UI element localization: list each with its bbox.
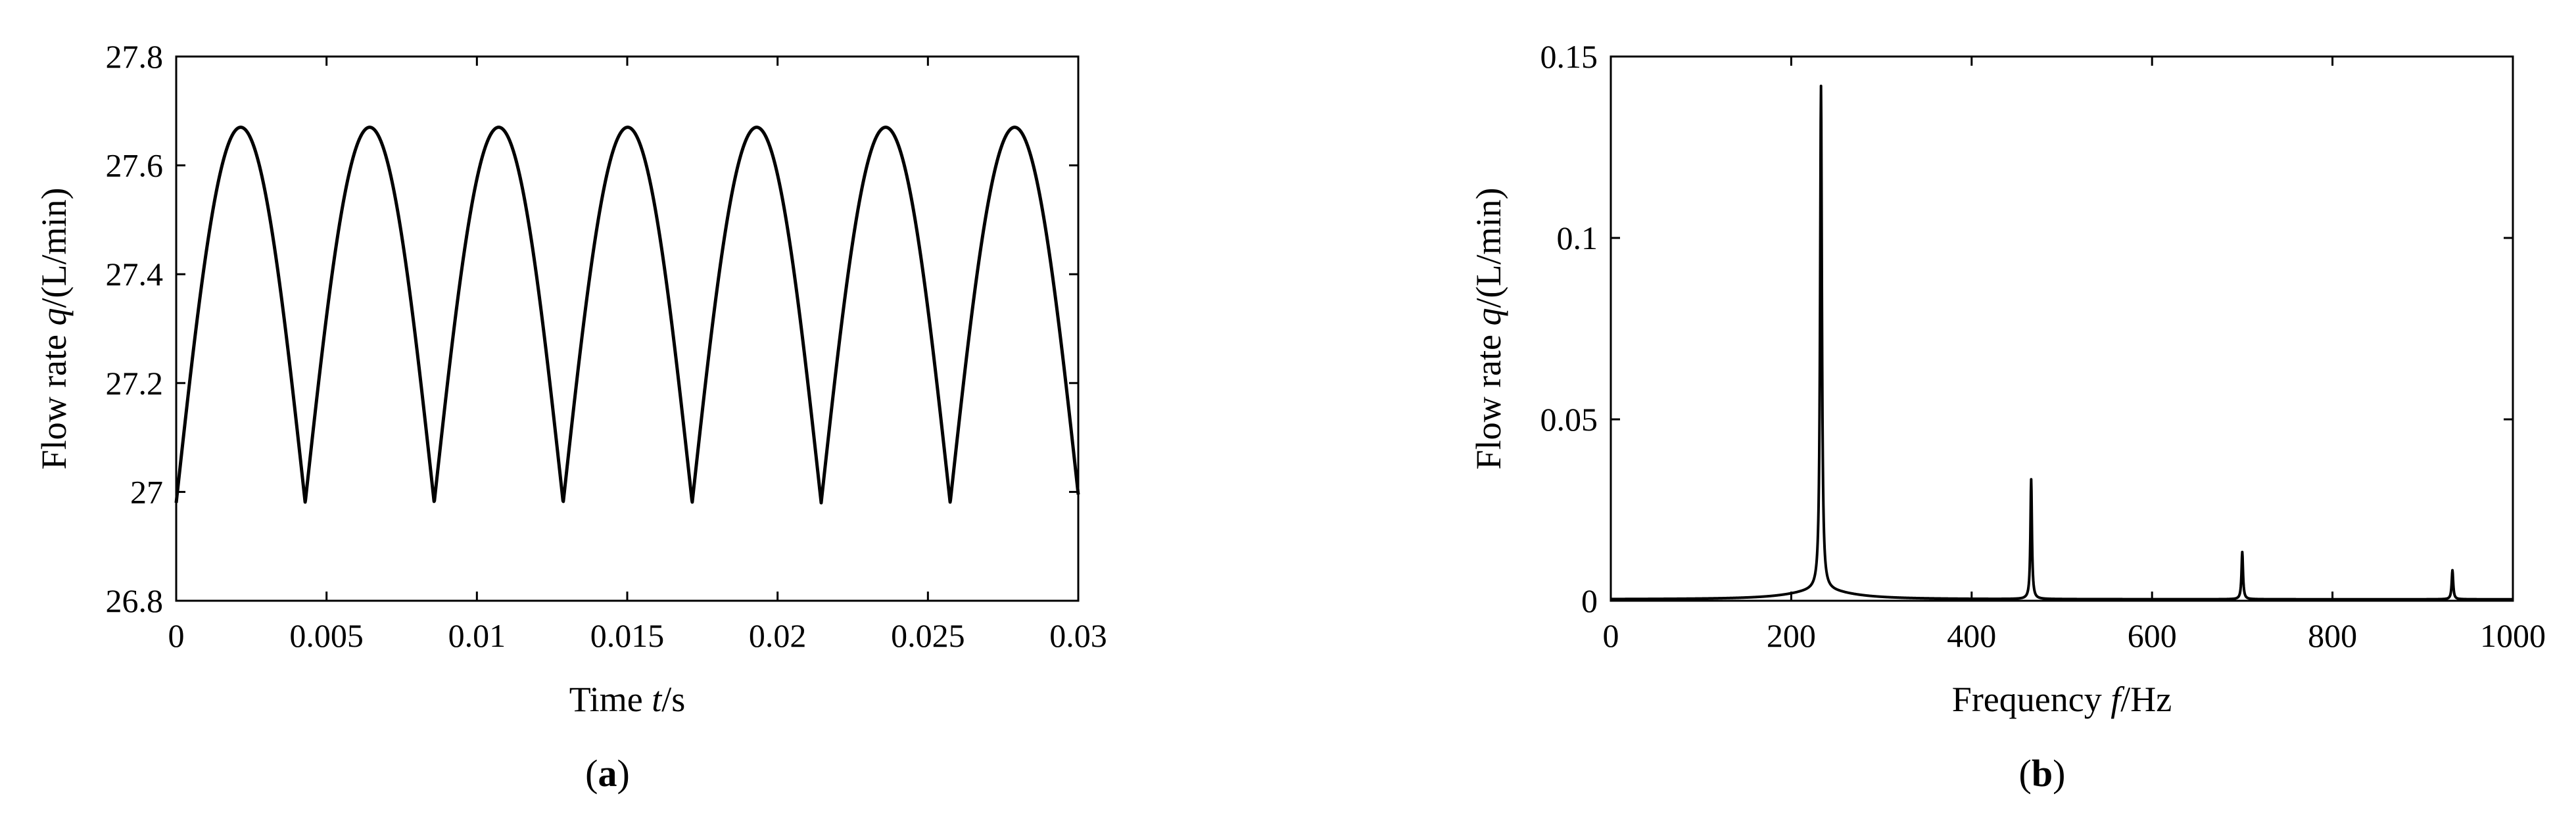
x-tick-label: 0 [1603,617,1619,654]
y-tick-label: 27.4 [106,256,164,292]
y-tick-label: 27.2 [106,365,164,402]
y-tick-label: 0 [1581,582,1598,619]
panel-label-a: (a) [585,752,630,795]
flow-rate-series-line [174,126,1080,505]
x-ticks-a: 0 0.005 0.01 0.015 0.02 0.025 0.03 [168,57,1107,654]
y-axis-label-b: Flow rate q/(L/min) [1469,188,1508,470]
chart-b: 0 200 400 600 800 1000 0 0.05 0.1 0.15 Frequency… [1469,38,2546,795]
plot-frame-b [1610,55,2514,602]
y-tick-label: 27.8 [106,38,164,75]
y-tick-label: 27 [130,473,163,510]
x-tick-label: 800 [2308,617,2357,654]
y-tick-label: 0.15 [1540,38,1598,75]
plot-frame-a [175,55,1080,602]
x-axis-label-b: Frequency f/Hz [1952,680,2172,719]
x-tick-label: 0.03 [1049,617,1107,654]
chart-a: 0 0.005 0.01 0.015 0.02 0.025 0.03 26.82727.22… [34,38,1107,795]
y-axis-label-a: Flow rate q/(L/min) [34,188,74,470]
y-ticks-b: 0 0.05 0.1 0.15 [1540,38,2513,619]
x-tick-label: 0.01 [448,617,506,654]
x-ticks-b: 0 200 400 600 800 1000 [1603,57,2546,654]
x-tick-label: 0.02 [749,617,807,654]
y-tick-label: 26.8 [106,582,164,619]
x-tick-label: 600 [2128,617,2177,654]
x-tick-label: 0.005 [289,617,364,654]
y-tick-label: 0.05 [1540,401,1598,438]
x-tick-label: 200 [1767,617,1816,654]
y-tick-label: 0.1 [1557,220,1598,256]
y-ticks-a: 26.8 27 27.2 27.4 27.6 27.8 [106,38,1078,619]
panel-label-b: (b) [2019,752,2066,795]
x-tick-label: 0.015 [590,617,665,654]
x-tick-label: 400 [1947,617,1996,654]
spectrum-series-line [1610,84,2514,601]
x-tick-label: 0.025 [891,617,965,654]
x-axis-label-a: Time t/s [569,680,686,719]
y-tick-label: 27.6 [106,147,164,184]
x-tick-label: 1000 [2480,617,2546,654]
x-tick-label: 0 [168,617,185,654]
